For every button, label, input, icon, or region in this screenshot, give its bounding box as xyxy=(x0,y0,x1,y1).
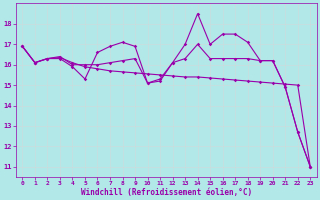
X-axis label: Windchill (Refroidissement éolien,°C): Windchill (Refroidissement éolien,°C) xyxy=(81,188,252,197)
